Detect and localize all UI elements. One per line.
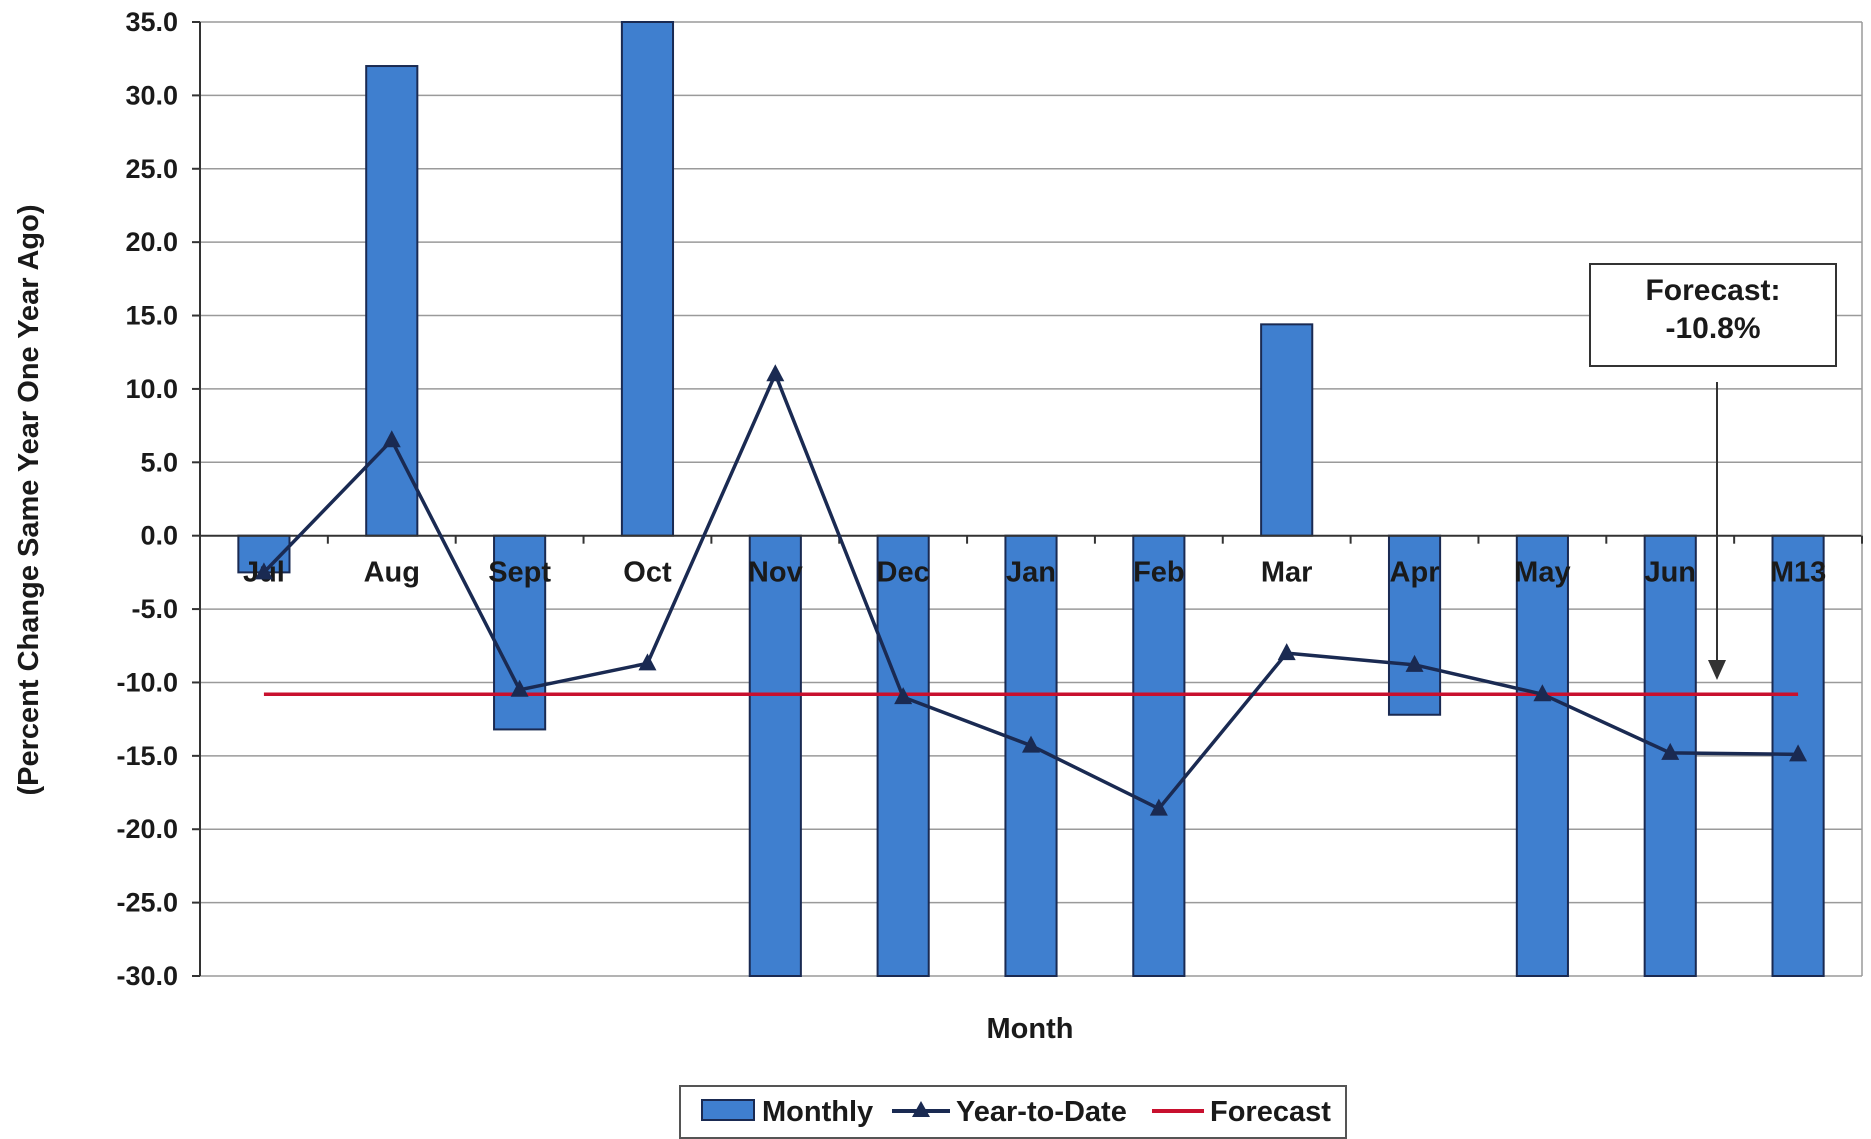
legend: Monthly Year-to-Date Forecast (679, 1085, 1347, 1139)
x-tick-label: Mar (1261, 557, 1313, 589)
bar (365, 65, 419, 537)
y-tick-label: -15.0 (116, 741, 178, 771)
bar (1515, 534, 1569, 977)
ytd-point (1022, 735, 1040, 753)
x-tick-label: Aug (364, 557, 420, 589)
legend-swatch-monthly (701, 1099, 755, 1121)
y-axis-title: (Percent Change Same Year One Year Ago) (13, 205, 45, 796)
year-to-date-line (254, 364, 1808, 816)
ytd-point (1149, 798, 1168, 816)
legend-label-forecast: Forecast (1210, 1096, 1331, 1128)
ytd-point (894, 687, 913, 705)
x-tick-label: Jan (1006, 557, 1056, 589)
y-tick-label: 35.0 (125, 7, 178, 37)
legend-marker-ytd (912, 1101, 930, 1117)
x-tick-label: May (1514, 557, 1570, 589)
bar (493, 534, 547, 731)
forecast-annotation: Forecast: -10.8% (1589, 263, 1837, 680)
ytd-point (766, 364, 785, 382)
ytd-point (1661, 742, 1680, 760)
ytd-point (1789, 744, 1808, 762)
annotation-arrow-head (1708, 660, 1726, 680)
monthly-bars (237, 21, 1825, 977)
bar (620, 21, 675, 537)
x-tick-label: Jun (1644, 557, 1696, 589)
annotation-box (1589, 263, 1837, 367)
y-tick-label: 20.0 (125, 227, 178, 257)
x-tick-label: Feb (1133, 557, 1185, 589)
y-tick-label: 25.0 (125, 154, 178, 184)
x-tick-label: Apr (1390, 557, 1440, 589)
y-tick-labels: 35.0 30.0 25.0 20.0 15.0 10.0 5.0 0.0 -5.0 -10.0 -… (116, 7, 178, 991)
ytd-point (510, 679, 529, 697)
x-tick-label: Nov (748, 557, 803, 589)
y-tick-label: -5.0 (131, 594, 178, 624)
axes (199, 22, 1863, 976)
x-tick-label: M13 (1770, 557, 1826, 589)
ytd-point (1405, 654, 1424, 672)
annotation-line2: -10.8% (1665, 312, 1760, 345)
y-tick-label: -10.0 (116, 667, 178, 697)
bar (1132, 534, 1186, 977)
legend-box (679, 1085, 1347, 1139)
y-tick-label: -30.0 (116, 961, 178, 991)
bar (1260, 323, 1314, 537)
legend-label-monthly: Monthly (762, 1096, 873, 1128)
bar (748, 534, 802, 977)
x-tick-label: Sept (488, 557, 551, 589)
y-tick-label: 15.0 (125, 301, 178, 331)
y-tick-label: 0.0 (140, 521, 178, 551)
x-tick-label: Dec (877, 557, 930, 589)
bar (876, 534, 930, 977)
y-tick-label: -25.0 (116, 888, 178, 918)
ytd-point (1533, 684, 1552, 702)
ytd-point (382, 430, 401, 448)
ytd-point (1277, 643, 1296, 661)
legend-label-ytd: Year-to-Date (956, 1096, 1127, 1128)
ytd-point (638, 653, 657, 671)
y-tick-label: 10.0 (125, 374, 178, 404)
x-axis-title: Month (987, 1013, 1074, 1045)
annotation-line1: Forecast: (1645, 274, 1780, 307)
x-tick-label: Oct (623, 557, 672, 589)
category-labels: JulAugSeptOctNovDecJanFebMarAprMayJunM13 (243, 557, 1826, 589)
y-tick-label: 5.0 (140, 447, 178, 477)
y-tick-label: 30.0 (125, 80, 178, 110)
y-tick-label: -20.0 (116, 814, 178, 844)
ytd-point (254, 562, 273, 580)
